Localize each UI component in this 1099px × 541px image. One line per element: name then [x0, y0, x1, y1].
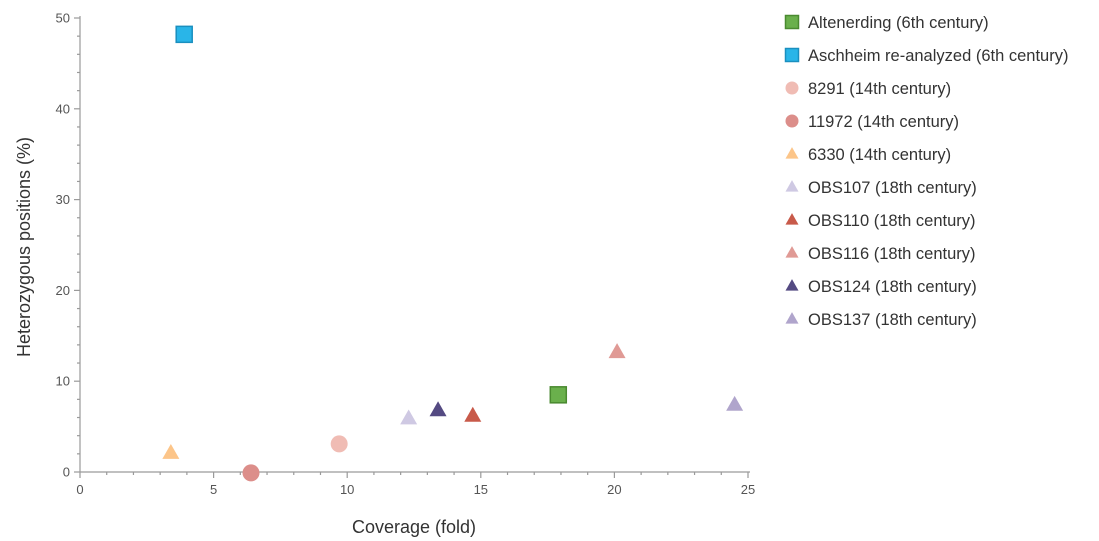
y-tick-label: 40: [56, 101, 70, 116]
legend-triangle-marker: [785, 312, 799, 324]
y-axis-ticks: 0 10 20 30 40 50: [56, 11, 80, 480]
legend: Altenerding (6th century) Aschheim re-ana…: [784, 14, 1068, 329]
legend-square-marker: [784, 47, 800, 63]
x-tick-label: 0: [76, 482, 83, 497]
data-point: [242, 464, 260, 482]
x-tick-label: 15: [474, 482, 488, 497]
x-tick-label: 10: [340, 482, 354, 497]
legend-triangle-marker: [785, 213, 799, 225]
data-point: [175, 25, 193, 44]
legend-square-marker: [784, 14, 800, 30]
legend-item: OBS137 (18th century): [785, 311, 977, 329]
legend-label: OBS137 (18th century): [808, 311, 977, 329]
legend-item: OBS124 (18th century): [785, 278, 977, 296]
legend-label: OBS107 (18th century): [808, 179, 977, 197]
data-point: [726, 395, 744, 411]
x-tick-label: 20: [607, 482, 621, 497]
y-tick-label: 20: [56, 283, 70, 298]
legend-label: OBS110 (18th century): [808, 212, 976, 230]
legend-item: 6330 (14th century): [785, 146, 951, 164]
legend-label: 6330 (14th century): [808, 146, 951, 164]
legend-item: OBS110 (18th century): [785, 212, 976, 230]
legend-label: 8291 (14th century): [808, 80, 951, 98]
legend-label: Aschheim re-analyzed (6th century): [808, 47, 1068, 65]
legend-triangle-marker: [785, 279, 799, 291]
x-axis-title: Coverage (fold): [352, 517, 476, 537]
legend-triangle-marker: [785, 180, 799, 192]
legend-item: 8291 (14th century): [785, 80, 951, 98]
x-axis-ticks: 0 5 10 15 20 25: [76, 472, 755, 497]
legend-item: 11972 (14th century): [785, 113, 959, 131]
legend-triangle-marker: [785, 147, 799, 159]
data-point: [330, 435, 348, 453]
legend-label: 11972 (14th century): [808, 113, 959, 131]
data-point: [162, 443, 180, 459]
data-point: [608, 343, 626, 359]
axes: [79, 16, 750, 473]
legend-item: Altenerding (6th century): [784, 14, 989, 32]
legend-label: OBS124 (18th century): [808, 278, 977, 296]
legend-item: Aschheim re-analyzed (6th century): [784, 47, 1068, 65]
y-tick-label: 10: [56, 374, 70, 389]
y-tick-label: 50: [56, 11, 70, 26]
data-point: [464, 406, 482, 422]
legend-triangle-marker: [785, 246, 799, 258]
legend-label: OBS116 (18th century): [808, 245, 976, 263]
legend-label: Altenerding (6th century): [808, 14, 989, 32]
data-point: [549, 386, 568, 404]
legend-item: OBS107 (18th century): [785, 179, 977, 197]
x-tick-label: 25: [741, 482, 755, 497]
y-tick-label: 0: [63, 465, 70, 480]
legend-circle-marker: [785, 81, 799, 95]
legend-item: OBS116 (18th century): [785, 245, 976, 263]
legend-circle-marker: [785, 114, 799, 128]
data-point: [400, 409, 418, 425]
y-axis-title: Heterozygous positions (%): [14, 137, 34, 357]
data-points: [162, 25, 744, 482]
data-point: [429, 401, 447, 417]
x-tick-label: 5: [210, 482, 217, 497]
y-tick-label: 30: [56, 192, 70, 207]
